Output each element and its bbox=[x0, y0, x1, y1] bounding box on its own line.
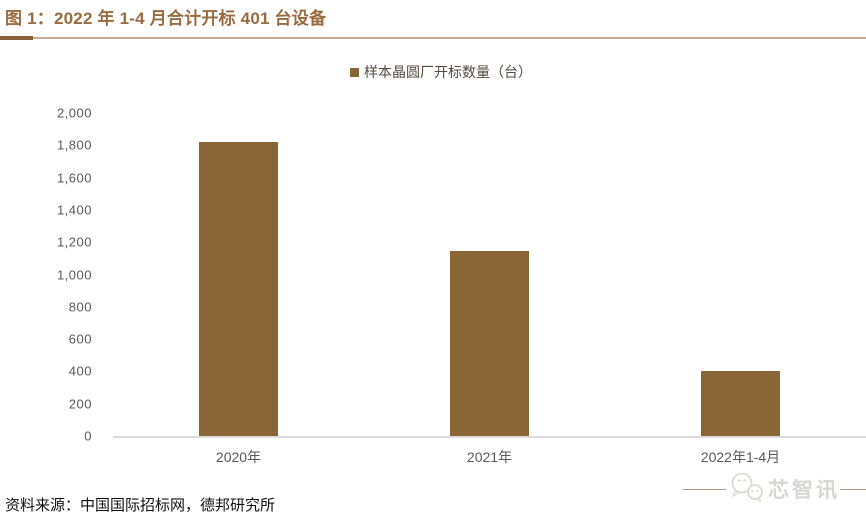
y-tick-label: 200 bbox=[68, 396, 92, 412]
x-tick-label: 2022年1-4月 bbox=[700, 449, 781, 465]
y-tick-label: 800 bbox=[68, 299, 92, 315]
y-tick-label: 1,800 bbox=[56, 137, 92, 153]
x-axis-labels: 2020年 2021年 2022年1-4月 bbox=[113, 447, 866, 467]
title-divider-accent bbox=[0, 36, 33, 40]
y-tick-label: 1,000 bbox=[56, 267, 92, 282]
title-divider-line bbox=[0, 37, 866, 39]
y-tick-label: 1,200 bbox=[56, 234, 92, 250]
bar-2020年 bbox=[198, 141, 278, 436]
source-note: 资料来源：中国国际招标网，德邦研究所 bbox=[5, 496, 276, 514]
legend-label: 样本晶圆厂开标数量（台） bbox=[364, 65, 532, 81]
chart-legend: 样本晶圆厂开标数量（台） bbox=[350, 62, 532, 82]
bar-2022年1-4月 bbox=[701, 371, 780, 436]
y-tick-label: 1,400 bbox=[56, 202, 92, 218]
y-tick-label: 1,600 bbox=[56, 170, 92, 186]
watermark-line-left bbox=[683, 489, 726, 490]
watermark-text: 芯智讯 bbox=[768, 477, 840, 502]
x-tick-label: 2021年 bbox=[466, 449, 513, 465]
figure-title: 图 1：2022 年 1-4 月合计开标 401 台设备 bbox=[5, 9, 327, 28]
watermark: 芯智讯 bbox=[683, 472, 866, 507]
y-tick-label: 0 bbox=[84, 428, 92, 444]
y-axis: 0 200 400 600 800 1,000 1,200 1,400 1,600 1,800 2,… bbox=[0, 106, 92, 444]
bar-2021年 bbox=[450, 250, 529, 436]
y-tick-label: 400 bbox=[68, 363, 92, 379]
y-tick-label: 600 bbox=[68, 331, 92, 347]
plot-area bbox=[113, 113, 866, 438]
watermark-line-right bbox=[840, 489, 866, 490]
x-tick-label: 2020年 bbox=[215, 449, 262, 465]
chat-bubbles-icon bbox=[728, 472, 766, 507]
y-tick-label: 2,000 bbox=[56, 105, 92, 121]
legend-swatch bbox=[350, 67, 359, 77]
